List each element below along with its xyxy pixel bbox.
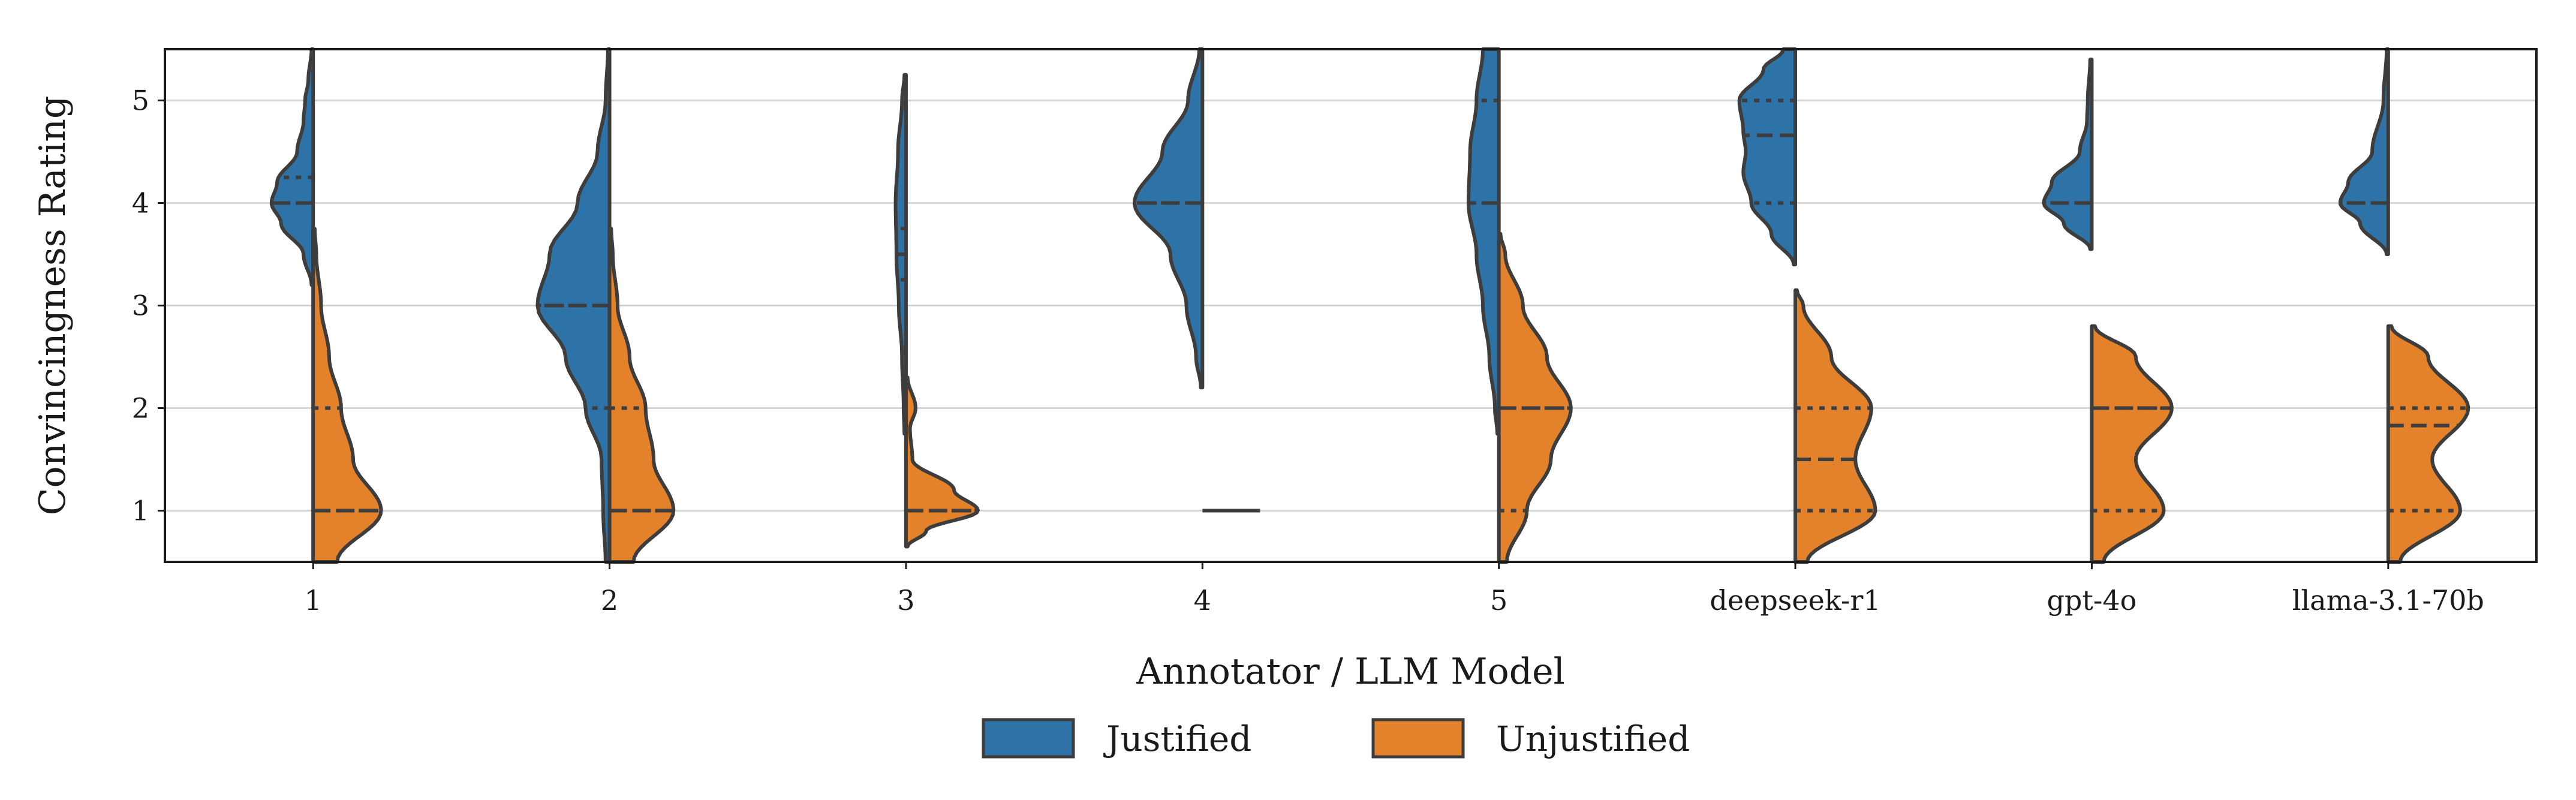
violin-justified-4: [1132, 47, 1205, 390]
gridlines: [165, 100, 2536, 512]
violins: [269, 47, 2470, 564]
violin-justified-5: [1467, 47, 1501, 436]
legend-label-unjustified: Unjustified: [1496, 718, 1690, 759]
violin-unjustified-deepseek-r1: [1793, 288, 1877, 564]
violin-body: [2090, 324, 2174, 564]
y-axis-ticks: 1 2 3 4 5: [132, 85, 165, 527]
y-axis-label: Convincingness Rating: [32, 96, 74, 516]
y-tick-label-3: 3: [132, 290, 149, 322]
violin-justified-gpt-4o: [2042, 58, 2094, 251]
violin-body: [1497, 231, 1573, 564]
x-axis-ticks: 1 2 3 4 5 deepseek-r1 gpt-4o llama-3.1-70b: [305, 562, 2484, 616]
legend-swatch-justified: [982, 718, 1075, 759]
y-tick-label-1: 1: [132, 495, 149, 527]
violin-unjustified-2: [607, 227, 676, 564]
y-tick-label-2: 2: [132, 392, 149, 425]
violin-unjustified-5: [1497, 231, 1573, 564]
violin-unjustified-3: [904, 375, 980, 549]
violin-justified-3: [893, 73, 908, 436]
x-tick-label-4: 4: [1194, 584, 1211, 616]
violin-justified-llama-3.1-70b: [2338, 47, 2390, 256]
violin-body: [2386, 324, 2470, 564]
x-tick-label-3: 3: [897, 584, 914, 616]
violin-justified-1: [269, 47, 315, 287]
legend-swatch-unjustified: [1371, 718, 1465, 759]
x-tick-label-deepseek-r1: deepseek-r1: [1710, 584, 1880, 616]
violin-body: [904, 375, 980, 549]
y-tick-label-4: 4: [132, 187, 149, 219]
violin-body: [1737, 47, 1798, 267]
legend-label-justified: Justified: [1103, 718, 1251, 759]
violin-body: [1132, 47, 1205, 390]
violin-body: [311, 227, 383, 564]
violin-unjustified-gpt-4o: [2090, 324, 2174, 564]
x-tick-label-5: 5: [1490, 584, 1507, 616]
x-tick-label-2: 2: [601, 584, 618, 616]
x-tick-label-gpt-4o: gpt-4o: [2047, 584, 2136, 616]
violin-body: [2338, 47, 2390, 256]
x-tick-label-1: 1: [305, 584, 322, 616]
violin-justified-2: [535, 47, 612, 564]
violin-body: [607, 227, 676, 564]
legend: Justified Unjustified: [982, 718, 1690, 759]
violin-unjustified-1: [311, 227, 383, 564]
violin-body: [269, 47, 315, 287]
violin-unjustified-llama-3.1-70b: [2386, 324, 2470, 564]
y-tick-label-5: 5: [132, 85, 149, 117]
x-tick-label-llama-3.1-70b: llama-3.1-70b: [2292, 584, 2484, 616]
violin-body: [1793, 288, 1877, 564]
violin-body: [2042, 58, 2094, 251]
violin-justified-deepseek-r1: [1737, 47, 1798, 267]
x-axis-label: Annotator / LLM Model: [1136, 651, 1565, 693]
violin-body: [1467, 47, 1501, 436]
